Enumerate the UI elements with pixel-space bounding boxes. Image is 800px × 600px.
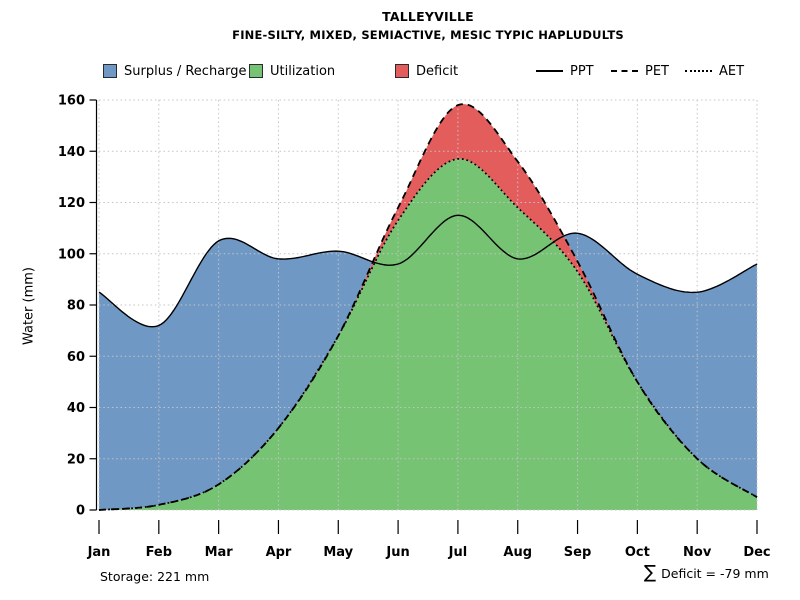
svg-text:Apr: Apr bbox=[266, 545, 292, 560]
svg-text:60: 60 bbox=[67, 350, 85, 365]
svg-text:Nov: Nov bbox=[683, 545, 712, 560]
legend-item-ppt: PPT bbox=[536, 62, 594, 80]
legend-item-utilization: Utilization bbox=[249, 62, 335, 80]
deficit-note: ∑ Deficit = -79 mm bbox=[644, 564, 769, 582]
utilization-swatch-icon bbox=[249, 64, 263, 78]
legend-label-utilization: Utilization bbox=[270, 63, 336, 79]
svg-text:160: 160 bbox=[58, 94, 85, 109]
y-axis-label: Water (mm) bbox=[21, 266, 37, 346]
legend-item-aet: AET bbox=[685, 62, 744, 80]
legend-label-aet: AET bbox=[719, 63, 745, 79]
dotted-line-icon bbox=[685, 70, 712, 72]
svg-text:0: 0 bbox=[76, 504, 85, 519]
page-subtitle: FINE-SILTY, MIXED, SEMIACTIVE, MESIC TYP… bbox=[232, 28, 624, 42]
svg-text:Mar: Mar bbox=[205, 545, 234, 560]
chart-titles: TALLEYVILLE FINE-SILTY, MIXED, SEMIACTIV… bbox=[56, 9, 800, 42]
legend-item-pet: PET bbox=[611, 62, 669, 80]
svg-text:May: May bbox=[323, 545, 353, 560]
deficit-swatch-icon bbox=[395, 64, 409, 78]
storage-note: Storage: 221 mm bbox=[100, 569, 210, 584]
svg-text:Jul: Jul bbox=[448, 545, 468, 560]
svg-text:80: 80 bbox=[67, 299, 85, 314]
svg-text:Sep: Sep bbox=[564, 545, 592, 560]
solid-line-icon bbox=[536, 70, 563, 72]
svg-text:Dec: Dec bbox=[743, 545, 770, 560]
legend-item-surplus: Surplus / Recharge bbox=[103, 62, 247, 80]
svg-text:140: 140 bbox=[58, 145, 85, 160]
legend-item-deficit: Deficit bbox=[395, 62, 458, 80]
legend: Surplus / Recharge Utilization Deficit P… bbox=[0, 62, 800, 82]
page-title: TALLEYVILLE bbox=[382, 9, 474, 24]
legend-label-deficit: Deficit bbox=[416, 63, 459, 79]
surplus-swatch-icon bbox=[103, 64, 117, 78]
svg-text:Feb: Feb bbox=[146, 545, 172, 560]
sigma-icon: ∑ bbox=[644, 562, 657, 583]
svg-text:120: 120 bbox=[58, 196, 85, 211]
svg-text:Oct: Oct bbox=[625, 545, 650, 560]
svg-text:Aug: Aug bbox=[503, 545, 532, 560]
svg-text:40: 40 bbox=[67, 401, 85, 416]
legend-label-surplus: Surplus / Recharge bbox=[124, 63, 247, 79]
svg-text:Jun: Jun bbox=[385, 545, 409, 560]
svg-text:20: 20 bbox=[67, 452, 85, 467]
dashed-line-icon bbox=[611, 70, 638, 72]
svg-text:100: 100 bbox=[58, 247, 85, 262]
svg-text:Jan: Jan bbox=[87, 545, 111, 560]
legend-label-pet: PET bbox=[645, 63, 669, 79]
legend-label-ppt: PPT bbox=[570, 63, 594, 79]
deficit-text: Deficit = -79 mm bbox=[661, 566, 769, 581]
